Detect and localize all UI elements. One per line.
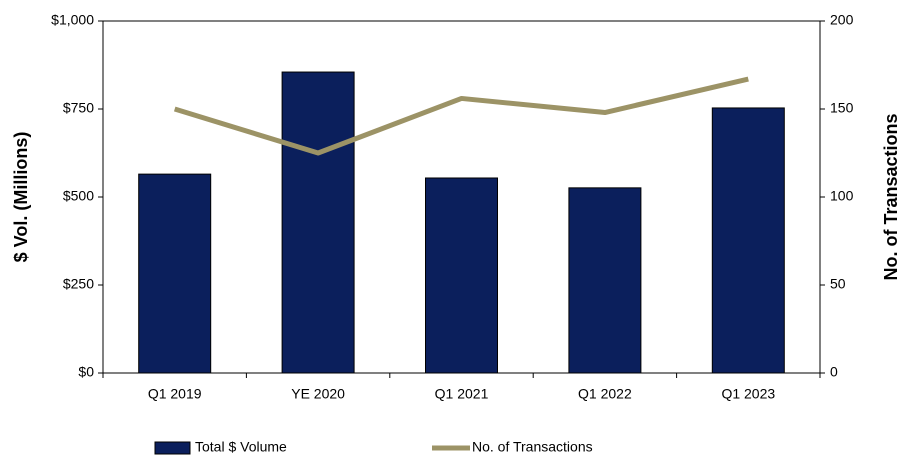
bar (711, 107, 785, 374)
legend-swatch (154, 441, 191, 455)
x-tick-label: YE 2020 (291, 386, 345, 402)
y2-tick-label: 150 (830, 100, 854, 116)
y-tick-label: $500 (63, 188, 94, 204)
x-tick-label: Q1 2019 (148, 386, 202, 402)
x-tick-label: Q1 2022 (578, 386, 632, 402)
bar (138, 173, 212, 374)
bar (568, 187, 642, 374)
y2-tick-label: 200 (830, 12, 854, 28)
y-tick-label: $1,000 (51, 12, 94, 28)
legend-label: Total $ Volume (195, 439, 287, 455)
bar (425, 177, 498, 374)
y2-tick-label: 50 (830, 276, 846, 292)
y2-tick-label: 0 (830, 364, 838, 380)
y-tick-label: $0 (78, 364, 94, 380)
y-tick-label: $250 (63, 276, 94, 292)
x-tick-label: Q1 2023 (721, 386, 775, 402)
line (173, 76, 749, 156)
y-axis-title: $ Vol. (Millions) (11, 132, 31, 263)
bar (281, 71, 355, 374)
y-tick-label: $750 (63, 100, 94, 116)
legend-label: No. of Transactions (472, 439, 593, 455)
y2-tick-label: 100 (830, 188, 854, 204)
y2-axis-title: No. of Transactions (881, 113, 901, 280)
x-tick-label: Q1 2021 (435, 386, 489, 402)
